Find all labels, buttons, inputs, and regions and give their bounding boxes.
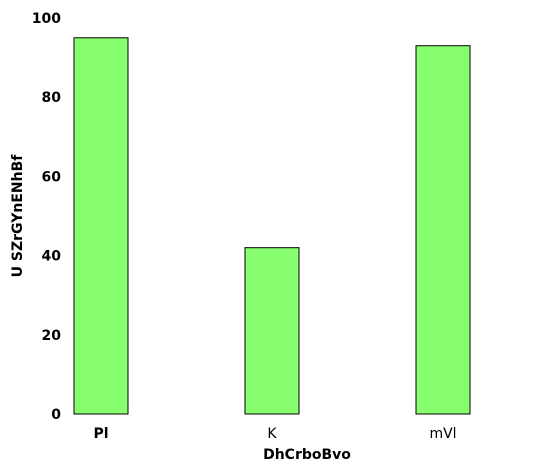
x-axis-title: DhCrboBvo: [263, 447, 351, 463]
y-axis-title: U SZrGYnENhBf: [10, 154, 26, 278]
y-tick-labels: 0 20 40 60 80 100: [32, 11, 61, 423]
x-tick-label: K: [267, 426, 277, 442]
y-tick-label: 0: [51, 407, 61, 423]
y-tick-label: 20: [42, 328, 62, 344]
y-tick-label: 40: [42, 249, 62, 265]
y-tick-label: 80: [42, 90, 62, 106]
bars: [73, 37, 471, 415]
y-tick-label: 100: [32, 11, 61, 27]
y-tick-label: 60: [42, 169, 62, 185]
bar: [73, 37, 129, 415]
bar: [244, 247, 300, 415]
bar: [415, 45, 471, 415]
x-tick-label: Pl: [93, 426, 108, 442]
x-tick-label: mVl: [429, 426, 456, 442]
